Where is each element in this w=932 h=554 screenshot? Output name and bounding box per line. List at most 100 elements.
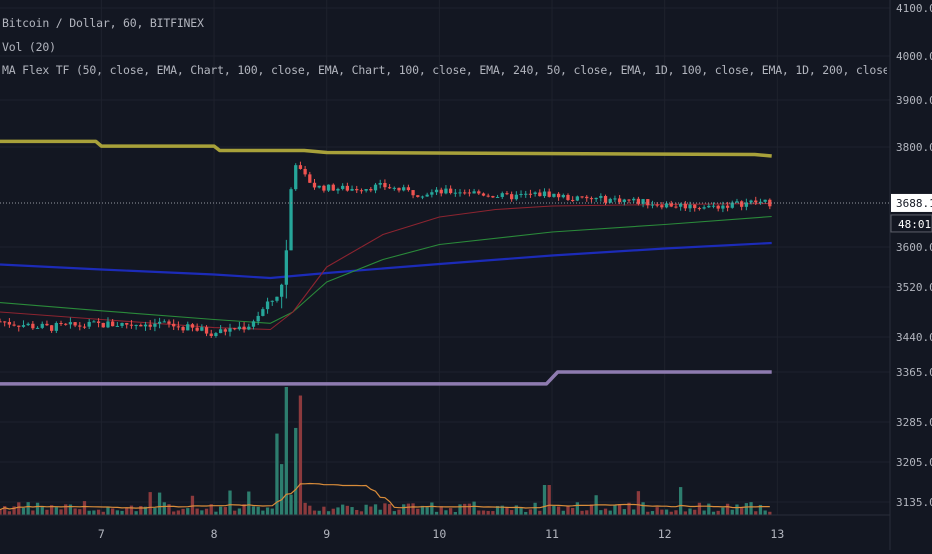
volume-bar (430, 502, 434, 515)
countdown-box (890, 214, 932, 233)
candle-body (111, 321, 115, 327)
candle-body (303, 168, 307, 175)
candle-body (674, 206, 678, 208)
candle-body (331, 184, 335, 191)
candle-body (294, 165, 298, 190)
candle-body (599, 196, 603, 198)
current-price-line: 3688.1 48:01 (0, 193, 932, 233)
candle-body (204, 327, 209, 334)
volume-bar (608, 510, 612, 515)
ma-line (0, 202, 772, 331)
volume-bar (308, 505, 312, 515)
candle-body (697, 208, 702, 210)
volume-bar (510, 510, 514, 515)
candle-body (749, 200, 753, 203)
volume-bar (40, 505, 44, 515)
volume-bar (697, 502, 702, 515)
x-tick-label: 12 (658, 527, 672, 541)
volume-bar (247, 491, 251, 515)
candle-body (402, 187, 406, 191)
volume-bar (364, 504, 368, 515)
candle-body (92, 321, 96, 323)
volume-bar (186, 508, 190, 515)
candle-body (31, 323, 35, 329)
volume-bar (289, 494, 293, 515)
volume-bar (533, 502, 537, 515)
candle-body (242, 326, 246, 330)
x-tick-label: 8 (211, 527, 218, 541)
candle-body (284, 250, 288, 285)
volume-bar (664, 509, 669, 515)
price-label: 3688.1 (896, 197, 932, 210)
candle-body (256, 315, 260, 322)
candle-body (106, 321, 110, 328)
volume-bar (617, 504, 622, 515)
candle-body (190, 324, 195, 328)
volume-bar (481, 510, 486, 515)
volume-bar (148, 492, 152, 515)
candle-body (350, 189, 354, 191)
volume-bar (707, 503, 711, 515)
candle-body (176, 326, 181, 328)
candle-body (585, 196, 589, 199)
volume-bar (153, 507, 157, 515)
candle-body (434, 189, 439, 193)
candle-body (411, 190, 415, 196)
candle-body (392, 187, 396, 189)
candle-body (54, 323, 58, 331)
volume-ma (0, 482, 770, 511)
candle-body (646, 199, 650, 206)
volume-bar (373, 504, 378, 515)
candle-body (627, 199, 631, 201)
volume-bar (402, 504, 406, 515)
volume-bar (31, 510, 35, 515)
volume-bar (735, 504, 739, 515)
moving-averages (0, 139, 772, 386)
candle-body (157, 321, 162, 324)
candle-body (505, 193, 509, 195)
volume-bar (228, 490, 232, 515)
candle-body (491, 196, 495, 198)
volume-bar (341, 504, 345, 515)
candle-body (134, 324, 138, 326)
volume-bar (73, 508, 77, 515)
volume-bar (763, 510, 767, 515)
volume-bar (505, 507, 509, 515)
candle-body (636, 198, 641, 204)
volume-bar (711, 511, 716, 515)
volume-bar (82, 501, 87, 515)
volume-bar (12, 506, 16, 515)
volume-bar (162, 502, 166, 515)
ma-line (0, 370, 772, 386)
candle-body (416, 195, 420, 197)
candle-body (45, 323, 49, 326)
volume-bar (768, 511, 772, 515)
volume-bar (270, 508, 274, 515)
candle-body (143, 324, 148, 327)
candle-body (589, 198, 594, 200)
volume-bar (167, 504, 171, 515)
candle-body (566, 194, 570, 200)
volume-bar (571, 507, 575, 515)
volume-bar (406, 503, 411, 515)
candle-body (547, 191, 551, 197)
volume-bar (547, 485, 551, 515)
volume-bar (120, 510, 124, 515)
volume-bar (636, 491, 641, 515)
candle-body (162, 321, 166, 323)
legend-ma-flex: MA Flex TF (50, close, EMA, Chart, 100, … (2, 63, 887, 77)
candle-body (125, 322, 129, 325)
candle-body (524, 193, 528, 195)
volume-bar (439, 506, 443, 515)
x-tick-label: 13 (770, 527, 784, 541)
candle-body (444, 188, 448, 194)
volume-bar (143, 506, 148, 515)
countdown-label: 48:01 (898, 218, 931, 231)
volume-bar (355, 509, 359, 515)
candle-body (21, 325, 26, 327)
candle-body (533, 192, 537, 194)
